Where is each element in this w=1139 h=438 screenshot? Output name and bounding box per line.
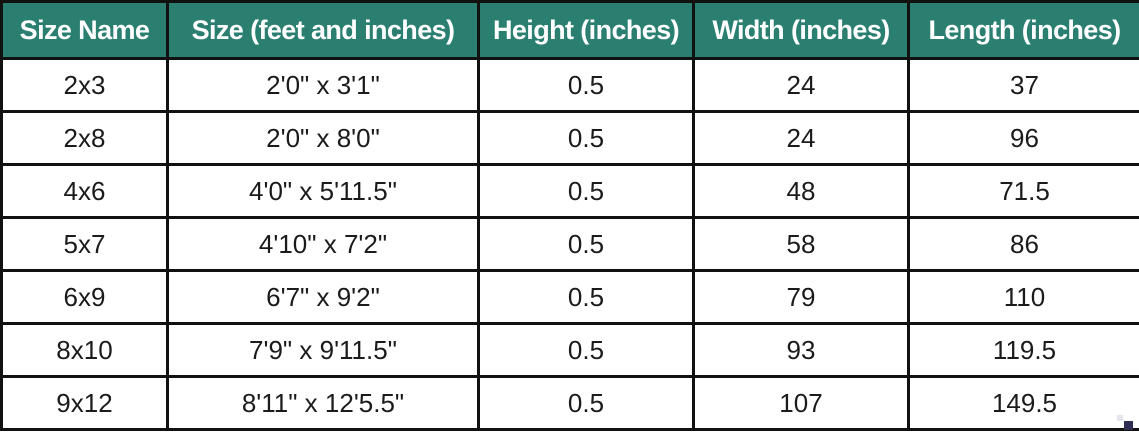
cell-size-name: 5x7: [0, 216, 169, 272]
column-header-size-feet-inches: Size (feet and inches): [166, 0, 480, 60]
table-row: 9x12 8'11" x 12'5.5" 0.5 107 149.5: [0, 375, 1139, 431]
cell-width: 24: [692, 110, 910, 166]
cell-height: 0.5: [477, 269, 695, 325]
cell-height: 0.5: [477, 375, 695, 431]
cell-length: 96: [907, 110, 1139, 166]
cell-size-name: 9x12: [0, 375, 169, 431]
cell-width: 79: [692, 269, 910, 325]
cell-width: 93: [692, 322, 910, 378]
table-row: 6x9 6'7" x 9'2" 0.5 79 110: [0, 269, 1139, 325]
cell-size-name: 6x9: [0, 269, 169, 325]
table-row: 8x10 7'9" x 9'11.5" 0.5 93 119.5: [0, 322, 1139, 378]
cell-size-feet-inches: 2'0" x 8'0": [166, 110, 480, 166]
cell-size-name: 4x6: [0, 163, 169, 219]
table-row: 5x7 4'10" x 7'2" 0.5 58 86: [0, 216, 1139, 272]
cell-size-feet-inches: 7'9" x 9'11.5": [166, 322, 480, 378]
cell-size-feet-inches: 8'11" x 12'5.5": [166, 375, 480, 431]
table-row: 2x8 2'0" x 8'0" 0.5 24 96: [0, 110, 1139, 166]
cell-width: 48: [692, 163, 910, 219]
cell-size-feet-inches: 4'0" x 5'11.5": [166, 163, 480, 219]
column-header-width-inches: Width (inches): [692, 0, 910, 60]
cell-size-feet-inches: 6'7" x 9'2": [166, 269, 480, 325]
cell-width: 107: [692, 375, 910, 431]
cell-height: 0.5: [477, 110, 695, 166]
resize-handle-icon[interactable]: [1117, 415, 1133, 430]
column-header-length-inches: Length (inches): [907, 0, 1139, 60]
cell-size-feet-inches: 4'10" x 7'2": [166, 216, 480, 272]
table-row: 4x6 4'0" x 5'11.5" 0.5 48 71.5: [0, 163, 1139, 219]
cell-size-name: 2x3: [0, 57, 169, 113]
cell-length: 149.5: [907, 375, 1139, 431]
table-row: 2x3 2'0" x 3'1" 0.5 24 37: [0, 57, 1139, 113]
table-body: 2x3 2'0" x 3'1" 0.5 24 37 2x8 2'0" x 8'0…: [0, 57, 1139, 431]
table-header: Size Name Size (feet and inches) Height …: [0, 0, 1139, 60]
cell-height: 0.5: [477, 216, 695, 272]
cell-length: 71.5: [907, 163, 1139, 219]
cell-height: 0.5: [477, 322, 695, 378]
cell-length: 119.5: [907, 322, 1139, 378]
column-header-size-name: Size Name: [0, 0, 169, 60]
cell-length: 86: [907, 216, 1139, 272]
cell-size-name: 2x8: [0, 110, 169, 166]
cell-height: 0.5: [477, 163, 695, 219]
cell-length: 37: [907, 57, 1139, 113]
cell-width: 58: [692, 216, 910, 272]
cell-size-feet-inches: 2'0" x 3'1": [166, 57, 480, 113]
cell-width: 24: [692, 57, 910, 113]
cell-length: 110: [907, 269, 1139, 325]
column-header-height-inches: Height (inches): [477, 0, 695, 60]
table-header-row: Size Name Size (feet and inches) Height …: [0, 0, 1139, 60]
cell-size-name: 8x10: [0, 322, 169, 378]
cell-height: 0.5: [477, 57, 695, 113]
